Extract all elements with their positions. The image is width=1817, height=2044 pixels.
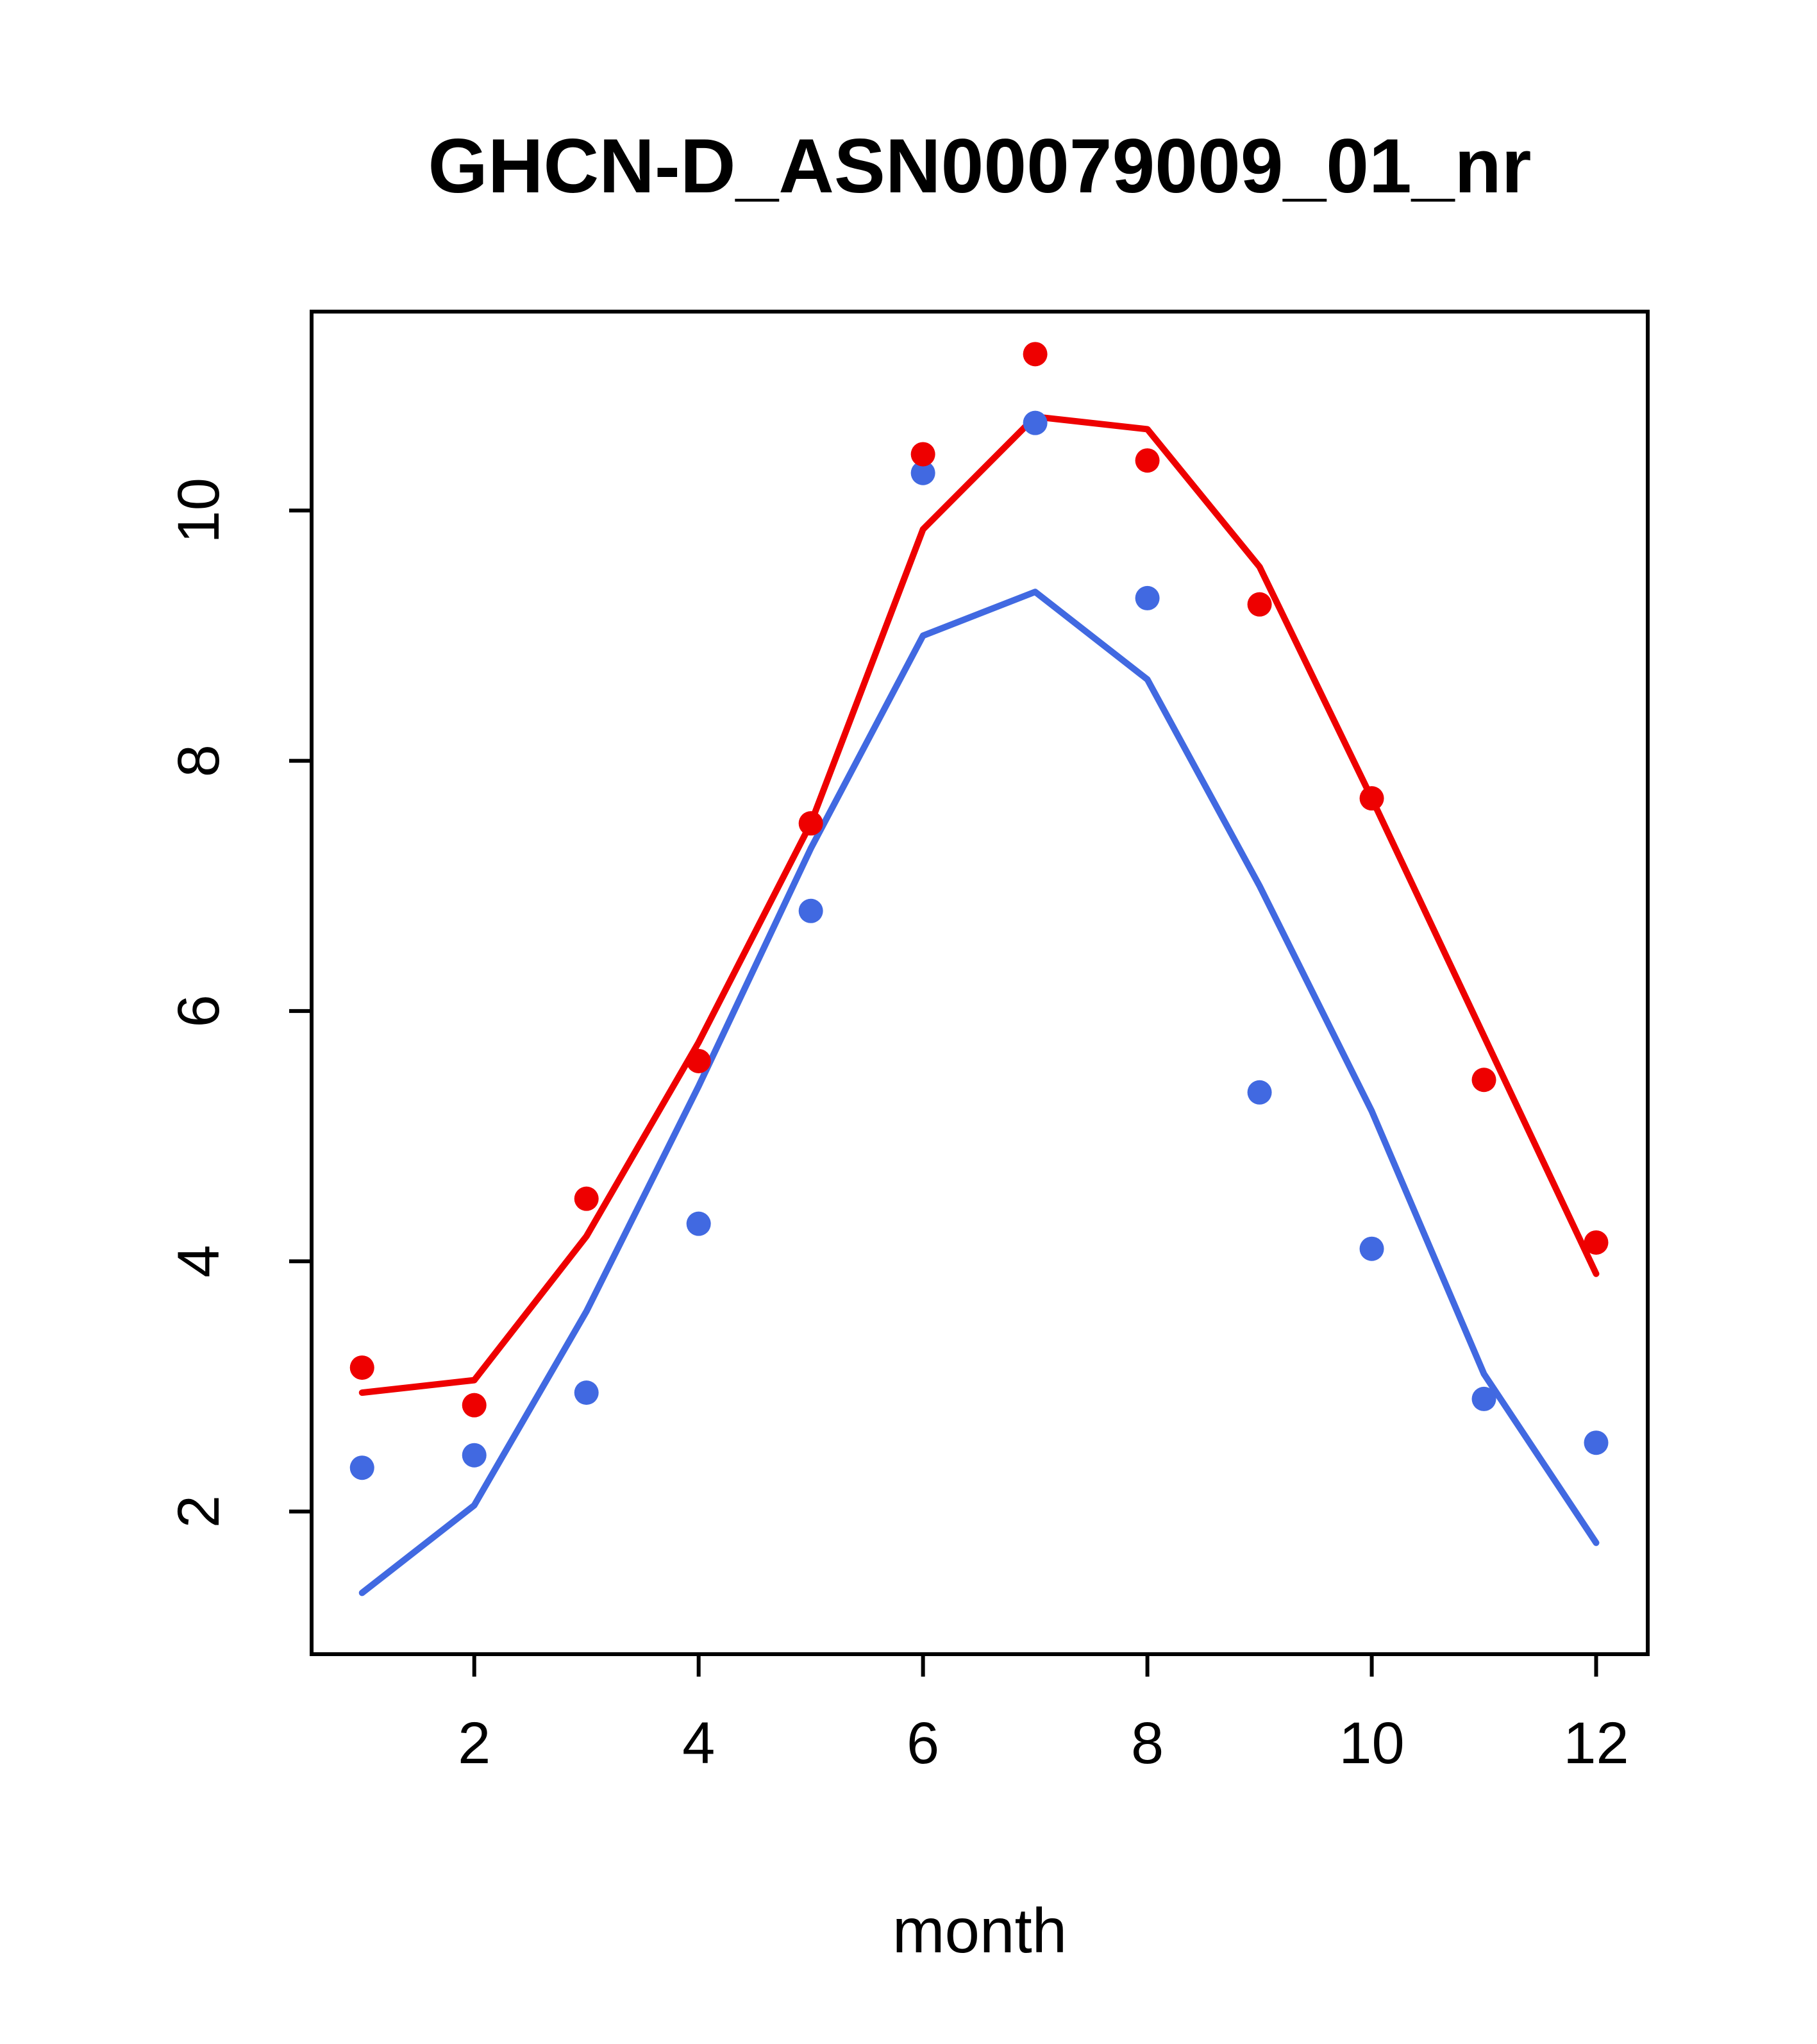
red-points-point <box>1584 1230 1609 1255</box>
blue-points-point <box>910 460 935 485</box>
blue-points-point <box>349 1455 374 1480</box>
blue-points-point <box>462 1443 487 1468</box>
y-tick-label: 6 <box>166 994 231 1027</box>
blue-points-point <box>1247 1080 1272 1105</box>
blue-points-point <box>798 898 823 923</box>
blue-points-point <box>1023 410 1048 435</box>
red-points-point <box>798 811 823 836</box>
x-tick-label: 6 <box>907 1711 939 1776</box>
red-points-point <box>1135 448 1160 473</box>
plot-box <box>310 310 1650 1656</box>
x-tick-label: 2 <box>458 1711 490 1776</box>
series-red-points <box>349 342 1609 1418</box>
y-tick-label: 2 <box>166 1495 231 1528</box>
y-tick-label: 8 <box>166 744 231 777</box>
red-points-point <box>1247 592 1272 617</box>
x-tick-label: 4 <box>682 1711 715 1776</box>
x-tick-label: 10 <box>1339 1711 1404 1776</box>
blue-points-point <box>1471 1386 1496 1411</box>
x-tick-label: 12 <box>1563 1711 1629 1776</box>
red-points-point <box>1359 786 1384 811</box>
red-points-point <box>910 442 935 467</box>
blue-points-point <box>1359 1236 1384 1261</box>
blue-points-point <box>1135 585 1160 610</box>
blue-points-point <box>686 1211 711 1236</box>
y-tick-label: 10 <box>166 478 231 543</box>
y-tick-label: 4 <box>166 1245 231 1278</box>
x-tick-label: 8 <box>1131 1711 1164 1776</box>
x-axis-title: month <box>892 1895 1067 1966</box>
red-points-point <box>349 1355 374 1380</box>
series-red-line <box>358 413 1600 1396</box>
red-points-point <box>686 1048 711 1073</box>
red-points-point <box>574 1186 599 1211</box>
red-points-point <box>1023 342 1048 367</box>
blue-points-point <box>574 1380 599 1405</box>
red-points-point <box>1471 1068 1496 1093</box>
series-blue-line <box>358 589 1600 1596</box>
series-layer <box>349 342 1609 1596</box>
chart-title: GHCN-D_ASN00079009_01_nr <box>428 123 1532 209</box>
series-blue-points <box>349 410 1609 1480</box>
red-points-point <box>462 1393 487 1418</box>
axes-layer: 2 4 6 8 10 12 2 4 6 8 10 <box>166 310 1650 1776</box>
blue-points-point <box>1584 1430 1609 1455</box>
